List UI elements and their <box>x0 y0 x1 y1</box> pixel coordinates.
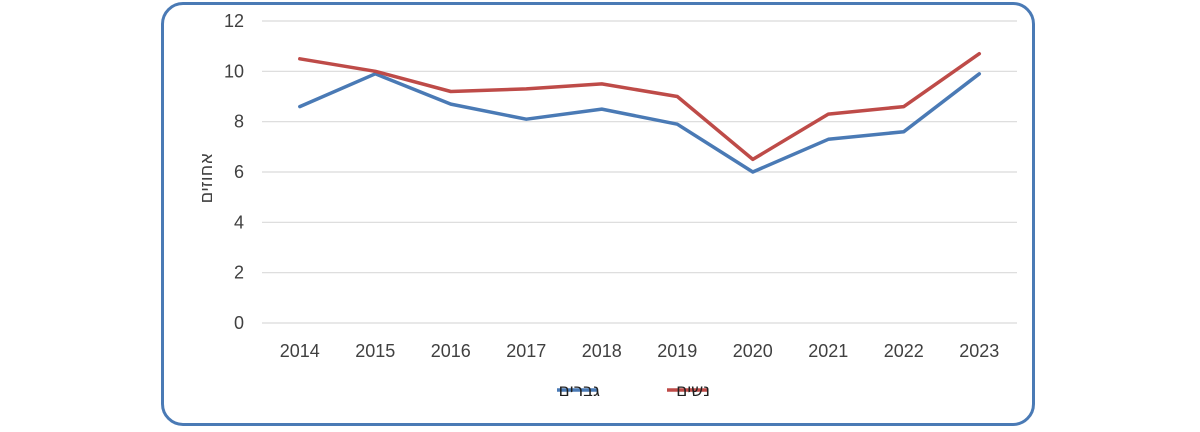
legend: גברים נשים <box>557 381 710 401</box>
x-tick-label: 2016 <box>431 341 471 361</box>
series-line-men <box>298 72 982 174</box>
y-tick-label: 4 <box>234 212 244 232</box>
y-tick-label: 2 <box>234 263 244 283</box>
y-tick-label: 0 <box>234 313 244 333</box>
y-axis-ticks: 0 2 4 6 8 10 12 <box>224 11 244 333</box>
y-tick-label: 8 <box>234 112 244 132</box>
x-tick-label: 2020 <box>733 341 773 361</box>
x-tick-label: 2023 <box>959 341 999 361</box>
series-lines <box>298 51 982 174</box>
y-tick-label: 12 <box>224 11 244 31</box>
legend-label-women: נשים <box>676 381 710 401</box>
x-tick-label: 2018 <box>582 341 622 361</box>
chart-frame <box>161 2 1035 426</box>
x-tick-label: 2014 <box>280 341 320 361</box>
x-tick-label: 2015 <box>355 341 395 361</box>
x-tick-label: 2019 <box>657 341 697 361</box>
series-line-women <box>298 51 982 162</box>
y-tick-label: 6 <box>234 162 244 182</box>
x-tick-label: 2021 <box>808 341 848 361</box>
y-axis-label: אחוזים <box>196 153 217 204</box>
x-tick-label: 2022 <box>884 341 924 361</box>
y-tick-label: 10 <box>224 61 244 81</box>
x-tick-label: 2017 <box>506 341 546 361</box>
x-axis-ticks: 2014 2015 2016 2017 2018 2019 2020 2021 2022 2023 <box>280 341 1000 361</box>
legend-label-men: גברים <box>558 381 600 401</box>
gridlines <box>262 20 1017 324</box>
